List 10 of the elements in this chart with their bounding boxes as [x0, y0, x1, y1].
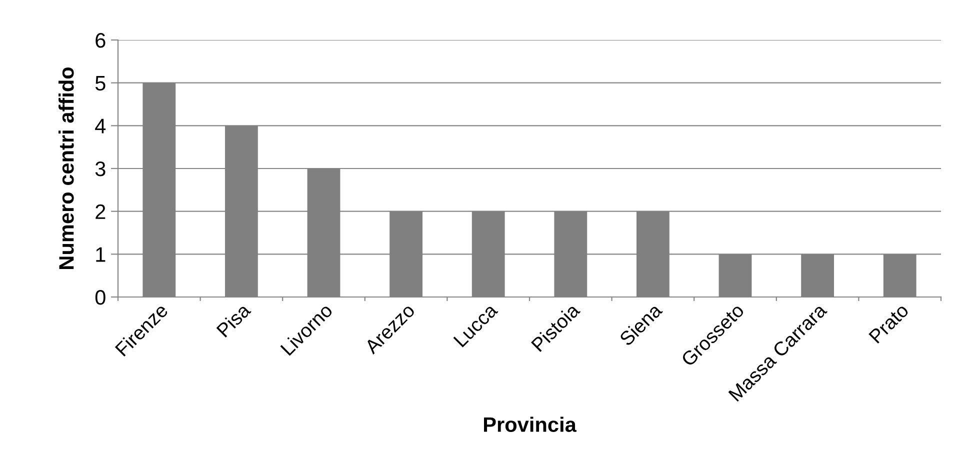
y-tick-label: 4 — [95, 118, 106, 134]
y-axis-title: Numero centri affido — [58, 67, 74, 269]
x-tick-label: Pisa — [216, 302, 252, 338]
y-tick-label: 2 — [96, 204, 106, 219]
y-tick-label: 5 — [95, 76, 106, 91]
y-tick-label: 6 — [96, 33, 106, 48]
x-axis-title: Provincia — [484, 416, 577, 432]
y-tick-label: 0 — [95, 290, 106, 305]
y-tick-label: 1 — [96, 247, 106, 262]
y-tick-label: 3 — [95, 162, 106, 176]
